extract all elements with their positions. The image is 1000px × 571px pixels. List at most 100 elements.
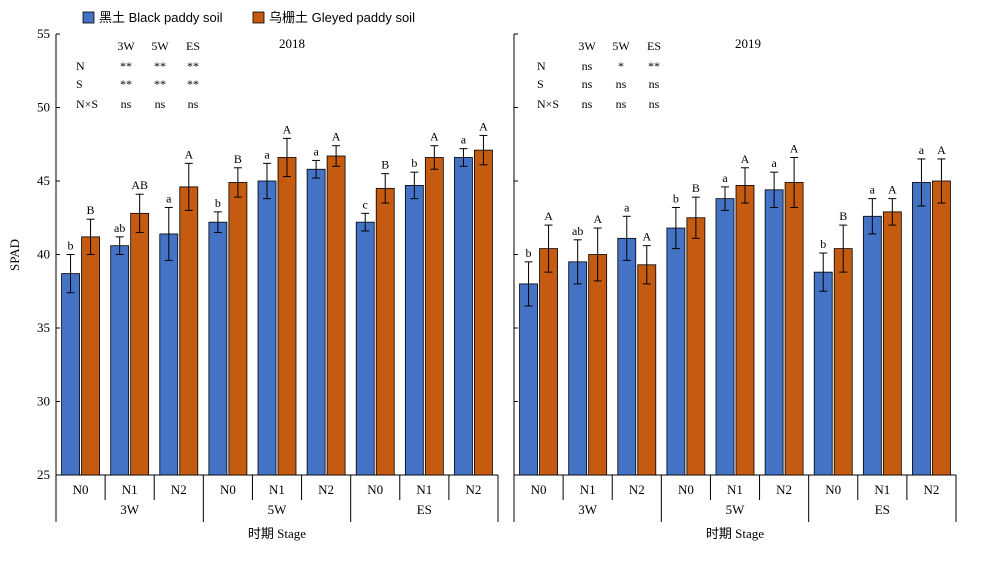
sig-row-label: N bbox=[76, 59, 85, 73]
sig-row-label: N×S bbox=[76, 97, 98, 111]
sig-value: ns bbox=[188, 97, 199, 111]
bar-gleyed bbox=[130, 212, 150, 476]
bar-black bbox=[208, 221, 228, 476]
significance-letter: B bbox=[381, 158, 389, 172]
sig-value: ns bbox=[616, 77, 627, 91]
significance-letter: A bbox=[430, 130, 439, 144]
bar-gleyed bbox=[228, 182, 248, 476]
significance-letter: A bbox=[544, 209, 553, 223]
significance-letter: a bbox=[166, 191, 172, 205]
significance-letter: B bbox=[87, 203, 95, 217]
bar-black bbox=[666, 227, 686, 476]
significance-letter: a bbox=[461, 133, 467, 147]
significance-letter: B bbox=[692, 181, 700, 195]
significance-letter: A bbox=[888, 183, 897, 197]
significance-letter: A bbox=[790, 141, 799, 155]
significance-letter: b bbox=[68, 239, 74, 253]
sig-value: ns bbox=[155, 97, 166, 111]
y-tick-label: 35 bbox=[37, 320, 50, 335]
category-label: N2 bbox=[923, 482, 939, 497]
significance-letter: a bbox=[919, 143, 925, 157]
bar-gleyed bbox=[882, 211, 902, 476]
category-label: N1 bbox=[269, 482, 285, 497]
significance-letter: a bbox=[264, 147, 270, 161]
bar-black bbox=[912, 182, 931, 476]
bar-gleyed bbox=[735, 185, 755, 476]
bar-black bbox=[110, 245, 130, 476]
bar-black bbox=[813, 271, 833, 476]
category-label: N0 bbox=[531, 482, 547, 497]
bar-black bbox=[454, 157, 473, 476]
bar-gleyed bbox=[588, 254, 608, 476]
significance-letter: A bbox=[283, 122, 292, 136]
sig-value: ns bbox=[616, 97, 627, 111]
sig-value: ns bbox=[582, 77, 593, 91]
legend-swatch-gleyed bbox=[252, 11, 265, 24]
category-label: N2 bbox=[318, 482, 334, 497]
stage-label: 3W bbox=[578, 502, 598, 517]
category-label: N1 bbox=[122, 482, 138, 497]
category-label: N0 bbox=[825, 482, 841, 497]
bar-gleyed bbox=[833, 248, 853, 476]
bar-black bbox=[61, 273, 80, 476]
sig-value: ns bbox=[649, 77, 660, 91]
significance-letter: A bbox=[332, 130, 341, 144]
bar-black bbox=[306, 168, 326, 476]
panel-title: 2018 bbox=[279, 36, 305, 51]
sig-value: ns bbox=[582, 59, 593, 73]
sig-column-header: 3W bbox=[578, 39, 596, 53]
category-label: N2 bbox=[629, 482, 645, 497]
significance-letter: a bbox=[313, 144, 319, 158]
significance-letter: b bbox=[526, 246, 532, 260]
bar-gleyed bbox=[179, 186, 199, 476]
sig-row-label: N bbox=[537, 59, 546, 73]
category-label: N1 bbox=[874, 482, 890, 497]
significance-letter: b bbox=[673, 191, 679, 205]
category-label: N0 bbox=[220, 482, 236, 497]
bar-black bbox=[257, 180, 277, 476]
significance-letter: b bbox=[411, 156, 417, 170]
y-axis-title: SPAD bbox=[7, 239, 22, 271]
bar-black bbox=[862, 215, 882, 476]
category-label: N2 bbox=[776, 482, 792, 497]
category-label: N1 bbox=[580, 482, 596, 497]
significance-letter: AB bbox=[131, 178, 148, 192]
sig-column-header: 5W bbox=[151, 39, 169, 53]
legend-label-gleyed: 乌栅土 Gleyed paddy soil bbox=[269, 10, 415, 25]
y-tick-label: 55 bbox=[37, 26, 50, 41]
bar-black bbox=[159, 233, 179, 476]
bar-gleyed bbox=[637, 264, 657, 476]
bar-gleyed bbox=[932, 180, 951, 476]
significance-letter: a bbox=[624, 200, 630, 214]
bar-black bbox=[617, 237, 637, 476]
bar-gleyed bbox=[81, 236, 100, 476]
category-label: N0 bbox=[678, 482, 694, 497]
sig-row-label: N×S bbox=[537, 97, 559, 111]
sig-value: ns bbox=[649, 97, 660, 111]
y-tick-label: 25 bbox=[37, 467, 50, 482]
category-label: N0 bbox=[73, 482, 89, 497]
bar-gleyed bbox=[326, 155, 346, 476]
stage-label: ES bbox=[875, 502, 890, 517]
sig-value: ** bbox=[648, 59, 660, 73]
sig-column-header: ES bbox=[186, 39, 200, 53]
sig-value: ns bbox=[582, 97, 593, 111]
sig-value: ** bbox=[154, 59, 166, 73]
sig-value: ** bbox=[187, 59, 199, 73]
x-axis-title: 时期 Stage bbox=[706, 526, 764, 541]
sig-value: * bbox=[618, 59, 624, 73]
category-label: N0 bbox=[367, 482, 383, 497]
sig-row-label: S bbox=[76, 77, 83, 91]
bar-gleyed bbox=[784, 182, 804, 476]
sig-value: ** bbox=[120, 77, 132, 91]
bar-gleyed bbox=[424, 157, 444, 476]
y-tick-label: 40 bbox=[37, 247, 50, 262]
legend: 黑土 Black paddy soil 乌栅土 Gleyed paddy soi… bbox=[82, 10, 415, 25]
sig-value: ** bbox=[154, 77, 166, 91]
significance-letter: b bbox=[820, 237, 826, 251]
significance-letter: c bbox=[363, 197, 368, 211]
bar-gleyed bbox=[539, 248, 558, 476]
